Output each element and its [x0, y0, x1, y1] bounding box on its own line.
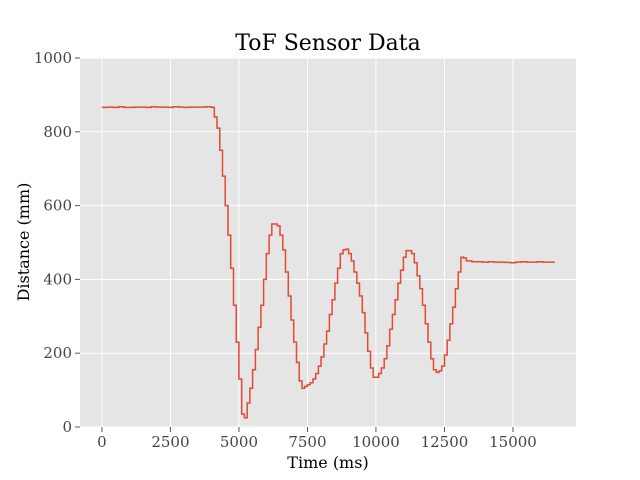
y-axis-ticks: 0 200 400 600 800 1000	[34, 49, 80, 436]
x-tick-label: 7500	[288, 433, 326, 451]
y-tick-label: 1000	[34, 49, 72, 67]
x-tick-label: 12500	[421, 433, 469, 451]
y-axis-label: Distance (mm)	[14, 183, 33, 302]
y-tick-label: 0	[62, 418, 72, 436]
chart-title: ToF Sensor Data	[235, 31, 421, 56]
series-line	[101, 105, 555, 419]
x-tick-label: 15000	[489, 433, 537, 451]
y-tick-label: 400	[43, 270, 72, 288]
x-tick-label: 0	[97, 433, 107, 451]
y-tick-label: 200	[43, 344, 72, 362]
x-tick-label: 10000	[352, 433, 400, 451]
y-tick-label: 600	[43, 197, 72, 215]
x-tick-label: 5000	[220, 433, 258, 451]
grid	[80, 57, 576, 428]
x-axis-ticks: 0 2500 5000 7500 10000 12500 15000	[97, 427, 537, 451]
x-tick-label: 2500	[151, 433, 189, 451]
x-axis-label: Time (ms)	[287, 453, 368, 472]
y-tick-label: 800	[43, 123, 72, 141]
plot-area	[80, 58, 576, 427]
